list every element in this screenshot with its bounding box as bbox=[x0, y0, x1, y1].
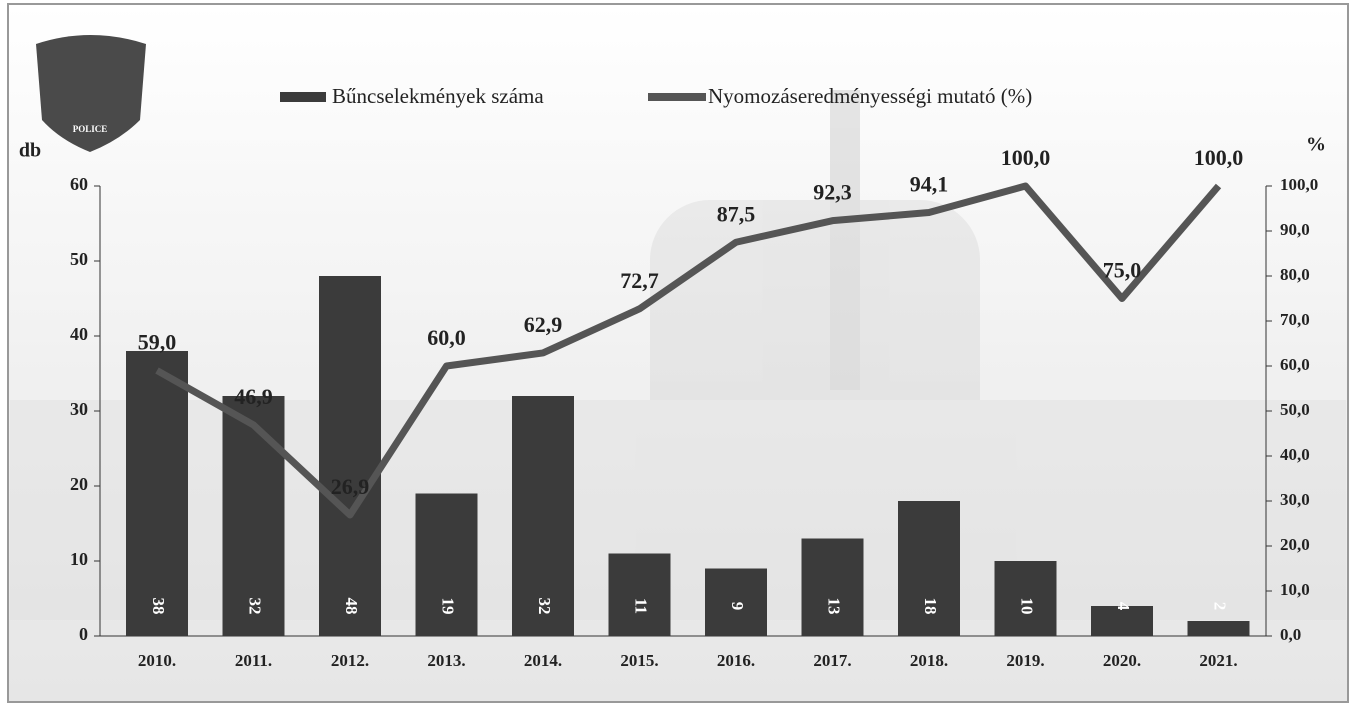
y2-tick-label: 70,0 bbox=[1280, 310, 1310, 329]
bar-value-label: 2 bbox=[1211, 602, 1230, 611]
y2-tick-label: 60,0 bbox=[1280, 355, 1310, 374]
logo-text: POLICE bbox=[73, 124, 108, 134]
bar-value-label: 18 bbox=[921, 598, 940, 615]
y-tick-label: 10 bbox=[70, 549, 88, 569]
chart: POLICE db % 0 10 20 30 40 50 60 0,0 10,0 20,0 30,0… bbox=[0, 0, 1354, 709]
y2-tick-label: 10,0 bbox=[1280, 580, 1310, 599]
y2-tick-label: 0,0 bbox=[1280, 625, 1301, 644]
bar-value-label: 19 bbox=[439, 598, 458, 615]
bar bbox=[319, 276, 381, 636]
x-tick-label: 2015. bbox=[620, 651, 658, 670]
y-tick-label: 50 bbox=[70, 249, 88, 269]
line-value-label: 92,3 bbox=[813, 180, 852, 205]
x-tick-label: 2017. bbox=[813, 651, 851, 670]
y2-tick-label: 40,0 bbox=[1280, 445, 1310, 464]
x-tick-label: 2013. bbox=[427, 651, 465, 670]
y-tick-label: 40 bbox=[70, 324, 88, 344]
legend-swatch bbox=[280, 92, 326, 102]
bar-value-label: 13 bbox=[825, 598, 844, 615]
y2-tick-label: 20,0 bbox=[1280, 535, 1310, 554]
line-value-label: 59,0 bbox=[138, 330, 177, 355]
bar-value-label: 4 bbox=[1114, 602, 1133, 611]
legend-label: Nyomozáseredményességi mutató (%) bbox=[708, 84, 1032, 108]
bar bbox=[802, 539, 864, 637]
y-tick-label: 0 bbox=[79, 624, 88, 644]
bar-value-label: 38 bbox=[149, 598, 168, 615]
bar bbox=[1188, 621, 1250, 636]
line-value-label: 26,9 bbox=[331, 474, 370, 499]
x-tick-label: 2021. bbox=[1199, 651, 1237, 670]
x-tick-label: 2010. bbox=[138, 651, 176, 670]
x-tick-label: 2012. bbox=[331, 651, 369, 670]
y2-tick-label: 50,0 bbox=[1280, 400, 1310, 419]
line-value-label: 60,0 bbox=[427, 325, 466, 350]
y2-tick-label: 100,0 bbox=[1280, 175, 1318, 194]
bar-value-label: 32 bbox=[246, 598, 265, 615]
y2-tick-label: 90,0 bbox=[1280, 220, 1310, 239]
bar bbox=[1091, 606, 1153, 636]
x-tick-label: 2016. bbox=[717, 651, 755, 670]
bar-value-label: 9 bbox=[728, 602, 747, 611]
bar bbox=[416, 494, 478, 637]
line-value-label: 100,0 bbox=[1001, 145, 1051, 170]
bar bbox=[126, 351, 188, 636]
legend-label: Bűncselekmények száma bbox=[332, 84, 544, 108]
x-tick-label: 2011. bbox=[235, 651, 272, 670]
bar-value-label: 32 bbox=[535, 598, 554, 615]
y-tick-label: 30 bbox=[70, 399, 88, 419]
bar-value-label: 11 bbox=[632, 598, 651, 614]
y-tick-label: 20 bbox=[70, 474, 88, 494]
line-value-label: 100,0 bbox=[1194, 145, 1244, 170]
y-axis-title: db bbox=[19, 140, 41, 162]
bar-value-label: 10 bbox=[1018, 598, 1037, 615]
line-value-label: 94,1 bbox=[910, 172, 949, 197]
line-value-label: 87,5 bbox=[717, 201, 756, 226]
line-value-label: 72,7 bbox=[620, 268, 659, 293]
y2-tick-label: 80,0 bbox=[1280, 265, 1310, 284]
line-value-label: 75,0 bbox=[1103, 258, 1142, 283]
x-tick-label: 2019. bbox=[1006, 651, 1044, 670]
bar-value-label: 48 bbox=[342, 598, 361, 615]
x-tick-label: 2014. bbox=[524, 651, 562, 670]
page: {"logo": {"text": "POLICE"}, "chart_data… bbox=[0, 0, 1354, 709]
x-tick-label: 2018. bbox=[910, 651, 948, 670]
y2-tick-label: 30,0 bbox=[1280, 490, 1310, 509]
line-value-label: 62,9 bbox=[524, 312, 563, 337]
line-value-label: 46,9 bbox=[234, 384, 273, 409]
bar bbox=[898, 501, 960, 636]
x-tick-label: 2020. bbox=[1103, 651, 1141, 670]
y2-axis-title: % bbox=[1306, 134, 1326, 156]
bar bbox=[609, 554, 671, 637]
y-tick-label: 60 bbox=[70, 174, 88, 194]
